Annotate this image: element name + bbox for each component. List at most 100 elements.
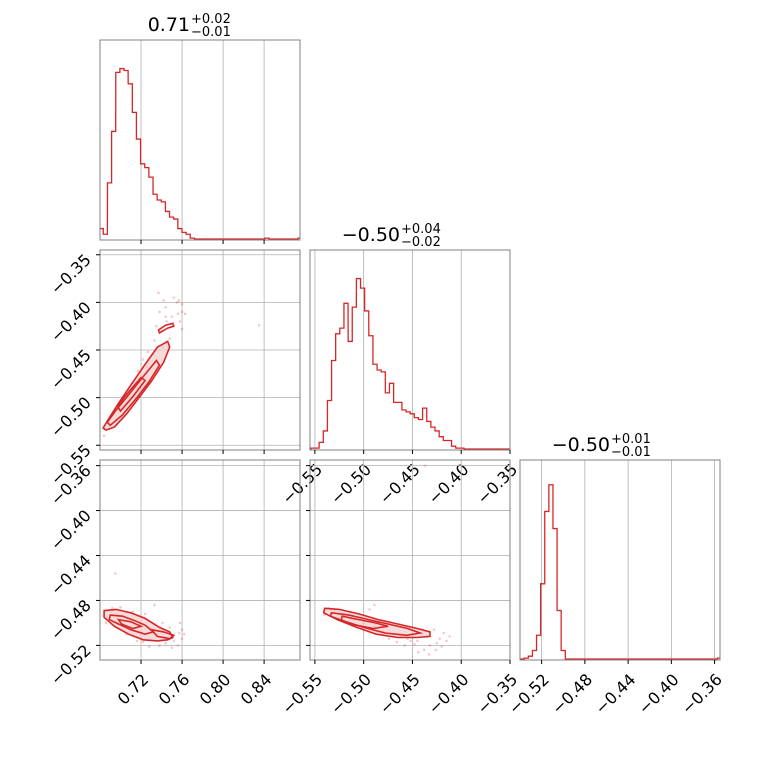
- scatter-point: [176, 312, 180, 316]
- x-tick-label: −0.50: [327, 460, 375, 508]
- x-tick-label: 0.76: [155, 670, 194, 709]
- title-value: −0.50: [342, 224, 400, 246]
- scatter-point: [180, 637, 184, 640]
- y-tick-label: −0.52: [47, 641, 95, 689]
- title-minus-error: −0.01: [191, 25, 231, 40]
- scatter-point: [403, 644, 406, 647]
- title-plus-error: +0.02: [191, 12, 231, 27]
- scatter-point: [162, 299, 165, 302]
- scatter-point: [175, 301, 179, 304]
- title-minus-error: −0.01: [611, 445, 651, 460]
- scatter-point: [153, 339, 156, 342]
- panel-frame: [99, 459, 301, 661]
- scatter-point: [178, 621, 182, 625]
- x-tick-label: −0.40: [424, 460, 472, 508]
- x-tick-label: −0.45: [376, 670, 424, 718]
- contour-middle: [106, 359, 161, 427]
- plot-area: [322, 464, 451, 656]
- plot-area: [310, 277, 510, 450]
- x-tick-label: −0.50: [327, 670, 375, 718]
- x-tick-label: 0.72: [114, 670, 153, 709]
- scatter-point: [435, 641, 439, 645]
- scatter-point: [413, 642, 416, 646]
- x-tick-label: −0.35: [473, 460, 521, 508]
- panel-p2-0: 0.72 0.76 0.80 0.84−0.52−0.48−0.44−0.40−0.3…: [47, 459, 301, 709]
- title-value: −0.50: [552, 434, 610, 456]
- scatter-point: [119, 605, 122, 609]
- panel-frame: [519, 459, 721, 661]
- title-plus-error: +0.01: [611, 432, 651, 447]
- y-tick-label: −0.40: [47, 298, 95, 346]
- panel-frame: [99, 39, 301, 241]
- scatter-point: [440, 645, 444, 648]
- scatter-point: [102, 434, 106, 438]
- x-tick-label: 0.80: [196, 670, 235, 709]
- plot-area: [100, 67, 300, 240]
- histogram-step: [310, 277, 510, 450]
- x-tick-label: −0.55: [278, 460, 326, 508]
- scatter-point: [172, 639, 176, 643]
- scatter-point: [131, 610, 135, 613]
- scatter-point: [182, 632, 186, 636]
- scatter-point: [176, 644, 180, 647]
- x-tick-label: −0.45: [376, 460, 424, 508]
- scatter-point: [161, 621, 164, 625]
- y-tick-label: −0.45: [47, 345, 95, 393]
- contour-upper: [157, 322, 175, 335]
- scatter-point: [164, 305, 167, 309]
- scatter-point: [143, 612, 147, 616]
- y-tick-label: −0.44: [47, 551, 95, 599]
- panel-p2-2: −0.52−0.48−0.44−0.40−0.36−0.50 +0.01−0.01: [505, 432, 726, 718]
- scatter-point: [178, 320, 182, 323]
- scatter-point: [438, 637, 442, 640]
- scatter-point: [434, 648, 438, 652]
- scatter-point: [180, 628, 184, 631]
- contour-inner: [340, 615, 389, 630]
- scatter-point: [395, 640, 399, 644]
- scatter-point: [158, 644, 161, 647]
- panel-p0-0: 0.71 +0.02−0.01: [99, 12, 301, 244]
- contour-middle: [108, 614, 155, 636]
- scatter-point: [157, 291, 160, 295]
- scatter-point: [368, 608, 371, 611]
- panel-frame: [309, 249, 511, 451]
- scatter-point: [170, 315, 174, 318]
- scatter-point: [257, 323, 261, 327]
- scatter-point: [164, 641, 167, 645]
- plot-area: [520, 484, 720, 660]
- contour-inner: [116, 618, 144, 630]
- plot-area: [102, 291, 261, 438]
- scatter-point: [442, 631, 445, 635]
- scatter-point: [146, 350, 150, 354]
- y-tick-label: −0.48: [47, 596, 95, 644]
- x-tick-label: −0.48: [548, 670, 596, 718]
- scatter-point: [409, 639, 412, 643]
- panel-p1-0: −0.55−0.50−0.45−0.40−0.35: [47, 249, 301, 489]
- scatter-point: [177, 299, 181, 302]
- plot-area: [103, 572, 186, 649]
- scatter-point: [170, 646, 174, 649]
- scatter-point: [387, 637, 391, 640]
- scatter-point: [114, 572, 117, 575]
- histogram-step: [520, 484, 720, 660]
- scatter-point: [448, 635, 451, 638]
- x-tick-label: −0.40: [424, 670, 472, 718]
- scatter-point: [141, 640, 145, 644]
- y-tick-label: −0.50: [47, 393, 95, 441]
- scatter-point: [172, 296, 176, 299]
- title-value: 0.71: [148, 14, 190, 36]
- scatter-point: [373, 603, 376, 607]
- scatter-point: [168, 626, 172, 629]
- scatter-point: [423, 464, 427, 467]
- scatter-point: [158, 310, 161, 314]
- scatter-point: [136, 369, 140, 373]
- x-tick-label: 0.84: [237, 670, 276, 709]
- contour-right: [149, 628, 176, 640]
- scatter-point: [183, 312, 187, 316]
- x-tick-label: −0.40: [635, 670, 683, 718]
- y-tick-label: −0.40: [47, 506, 95, 554]
- scatter-point: [180, 302, 184, 306]
- scatter-point: [445, 639, 448, 643]
- scatter-point: [153, 603, 156, 607]
- scatter-point: [155, 324, 158, 328]
